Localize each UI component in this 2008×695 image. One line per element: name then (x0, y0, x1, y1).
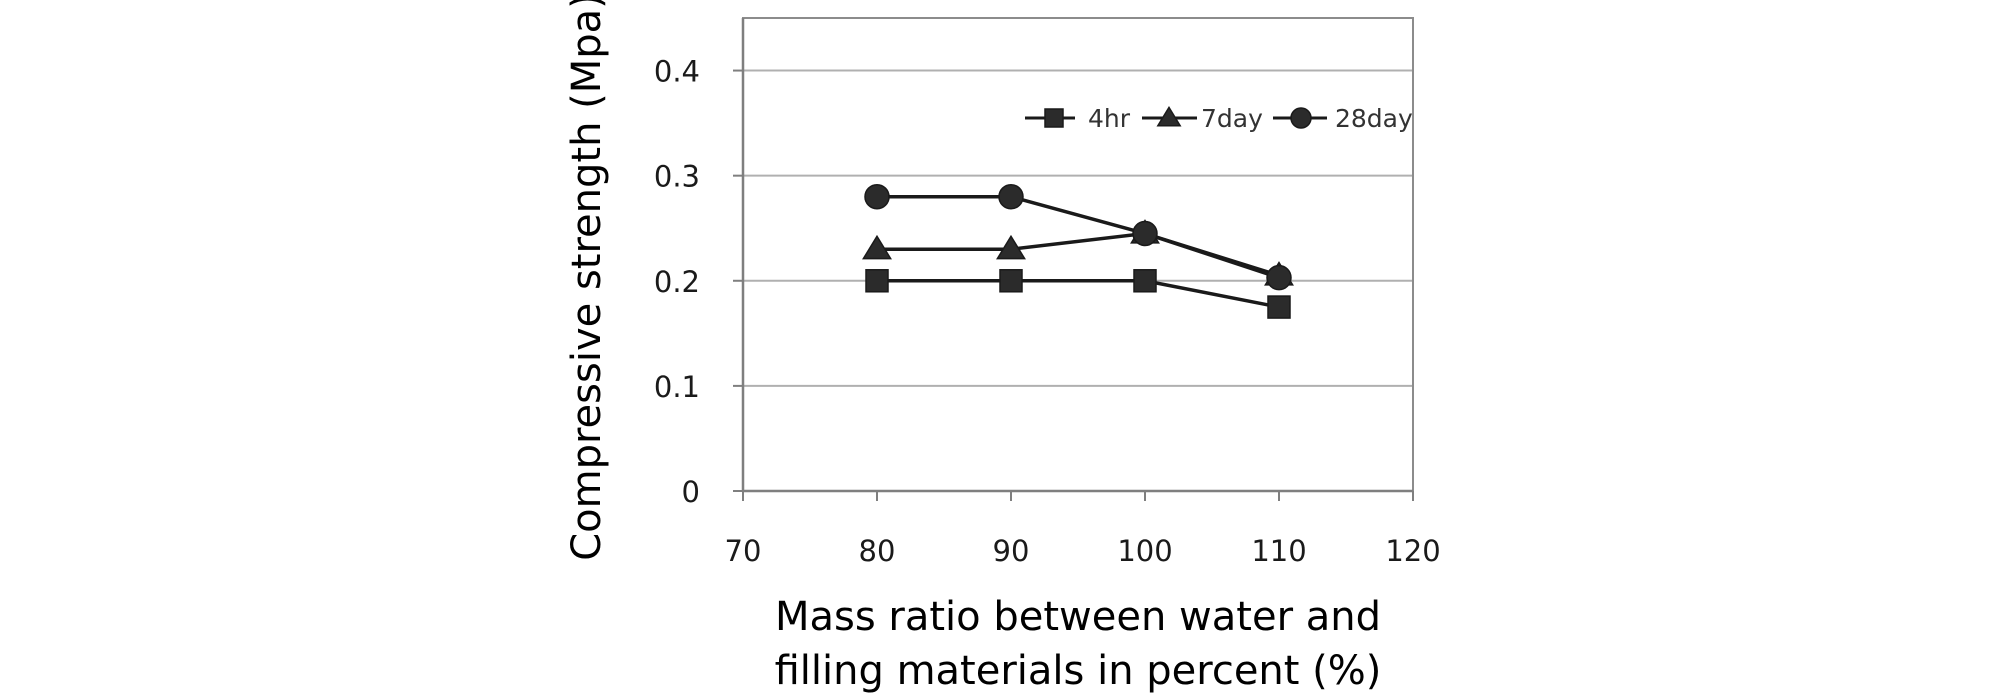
legend-item-28day: 28day (1273, 104, 1413, 133)
series-line-4hr (877, 279, 1280, 309)
x-tick-label: 120 (1385, 534, 1440, 568)
y-axis-title-group: Compressive strength (Mpa) (564, 0, 610, 561)
data-point-28day (998, 183, 1024, 210)
y-tick-label: 0.2 (654, 265, 700, 299)
legend-marker-triangle (1156, 105, 1182, 127)
data-point-7day (996, 234, 1026, 260)
legend-label: 28day (1335, 104, 1413, 133)
data-point-28day (864, 183, 890, 210)
x-tick-label: 80 (859, 534, 896, 568)
legend-marker-circle (1290, 107, 1312, 129)
legend-label: 4hr (1088, 104, 1131, 133)
data-point-4hr (999, 269, 1023, 293)
y-tick-label: 0.3 (654, 160, 700, 194)
series-4hr (865, 269, 1291, 319)
x-axis-title-group: Mass ratio between water and filling mate… (775, 594, 1382, 694)
data-point-4hr (1267, 295, 1291, 319)
y-axis-title: Compressive strength (Mpa) (564, 0, 610, 561)
x-tick-label: 70 (725, 534, 762, 568)
x-tick-label: 100 (1117, 534, 1172, 568)
legend-marker-square (1044, 108, 1064, 128)
legend: 4hr 7day 28day (1025, 104, 1413, 133)
y-tick-label: 0.4 (654, 55, 700, 89)
data-point-4hr (1133, 269, 1157, 293)
y-tick-label: 0 (682, 475, 700, 509)
axes: 0 0.1 0.2 0.3 0.4 70 80 90 100 110 120 (654, 18, 1441, 568)
series-7day (862, 219, 1294, 286)
data-point-4hr (865, 269, 889, 293)
x-axis-title-line: filling materials in percent (%) (775, 648, 1382, 694)
series-28day (864, 183, 1292, 291)
y-tick-label: 0.1 (654, 370, 700, 404)
legend-item-7day: 7day (1142, 104, 1263, 133)
x-tick-label: 110 (1251, 534, 1306, 568)
data-point-28day (1266, 264, 1292, 291)
gridlines (743, 69, 1413, 387)
series-group (862, 183, 1294, 319)
x-axis-title-line: Mass ratio between water and (775, 594, 1381, 640)
data-point-28day (1132, 220, 1158, 247)
plot-area (742, 17, 1414, 492)
series-line-28day (877, 194, 1280, 280)
legend-label: 7day (1201, 104, 1263, 133)
series-line-7day (877, 231, 1280, 278)
x-tick-label: 90 (993, 534, 1030, 568)
legend-item-4hr: 4hr (1025, 104, 1131, 133)
data-point-7day (862, 234, 892, 260)
